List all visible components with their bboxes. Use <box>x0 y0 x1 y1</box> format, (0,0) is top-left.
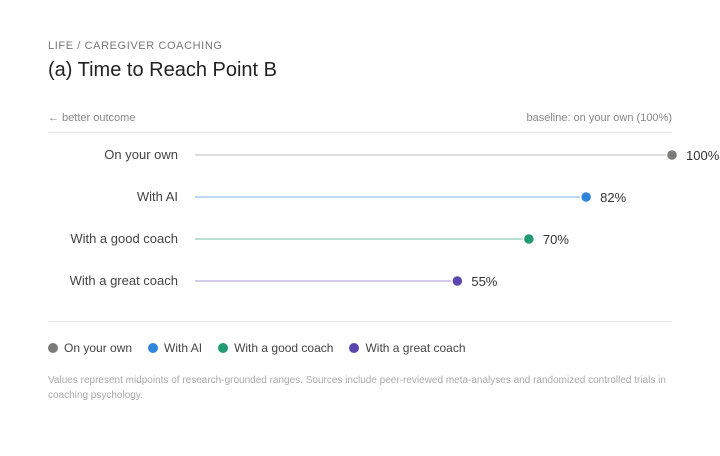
legend-swatch <box>48 343 58 353</box>
legend-label: With AI <box>164 341 203 355</box>
value-dot <box>522 232 536 246</box>
value-label: 82% <box>600 190 626 205</box>
legend-item-great-coach: With a great coach <box>349 341 466 355</box>
baseline-hint: baseline: on your own (100%) <box>526 112 672 124</box>
legend-item-good-coach: With a good coach <box>218 341 333 355</box>
value-dot <box>451 274 464 288</box>
legend-swatch <box>148 343 159 353</box>
legend-item-on-your-own: On your own <box>48 341 132 355</box>
value-label: 70% <box>543 232 569 247</box>
chart-eyebrow: LIFE / CAREGIVER COACHING <box>48 40 223 52</box>
value-dot <box>665 148 679 162</box>
better-outcome-hint: ← better outcome <box>48 112 136 124</box>
footnote: Values represent midpoints of research-g… <box>48 375 666 401</box>
category-label: With AI <box>137 189 178 204</box>
value-dot <box>579 190 593 204</box>
top-divider <box>48 132 672 133</box>
chart-title: (a) Time to Reach Point B <box>48 59 277 81</box>
legend-item-with-ai: With AI <box>148 341 202 355</box>
legend: On your own With AI With a good coach Wi… <box>48 341 466 355</box>
category-label: With a good coach <box>70 231 178 246</box>
legend-label: With a great coach <box>365 341 466 355</box>
category-label: On your own <box>104 147 178 162</box>
value-label: 100% <box>686 148 720 163</box>
legend-label: With a good coach <box>234 341 334 355</box>
legend-swatch <box>218 343 229 353</box>
category-label: With a great coach <box>70 273 178 288</box>
legend-swatch <box>349 343 360 353</box>
value-label: 55% <box>471 274 497 289</box>
legend-label: On your own <box>64 341 133 355</box>
dot-plot: On your own 100% With AI 82% With a good coa… <box>70 147 720 289</box>
bottom-divider <box>48 321 672 322</box>
